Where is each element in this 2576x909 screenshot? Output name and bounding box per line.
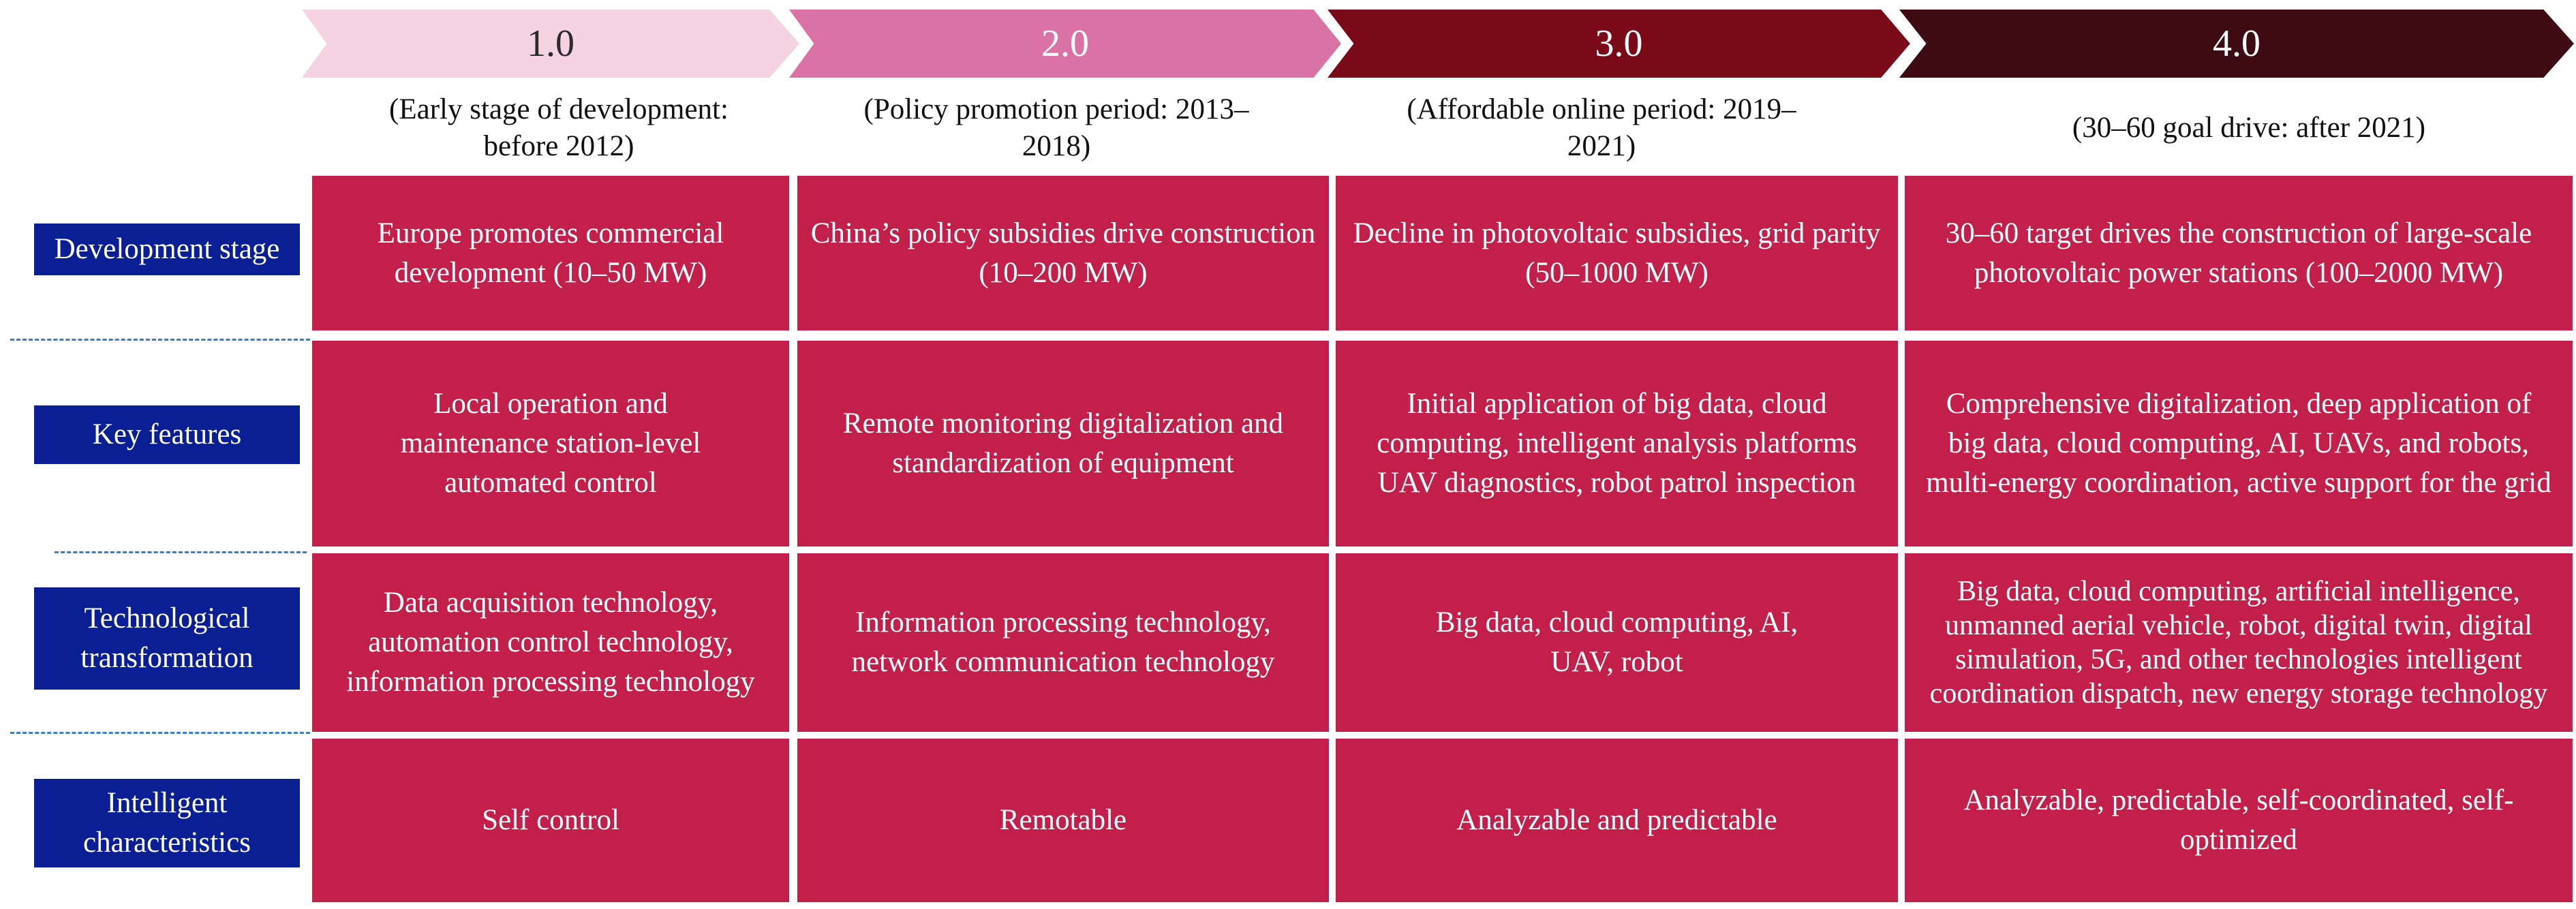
cell-development-stage-1: Europe promotes commercial development (… (312, 176, 789, 330)
row-divider (10, 732, 310, 734)
cell-tech-transformation-1: Data acquisition technology, automation … (312, 553, 789, 732)
cell-tech-transformation-2: Information processing technology, netwo… (797, 553, 1329, 732)
cell-intelligent-characteristics-1: Self control (312, 739, 789, 902)
row-label-intelligent-characteristics: Intelligent characteristics (34, 779, 300, 867)
cell-development-stage-4: 30–60 target drives the construction of … (1905, 176, 2573, 330)
stage-version: 3.0 (1595, 22, 1643, 65)
cell-tech-transformation-4: Big data, cloud computing, artificial in… (1905, 553, 2573, 732)
stage-version: 1.0 (527, 22, 574, 65)
cell-key-features-3: Initial application of big data, cloud c… (1336, 341, 1898, 546)
cell-tech-transformation-3: Big data, cloud computing, AI, UAV, robo… (1336, 553, 1898, 732)
cell-intelligent-characteristics-2: Remotable (797, 739, 1329, 902)
stage-arrow-2: 2.0 (789, 10, 1341, 78)
cell-key-features-4: Comprehensive digitalization, deep appli… (1905, 341, 2573, 546)
stage-period: (Policy promotion period: 2013–2018) (863, 93, 1249, 162)
cell-development-stage-3: Decline in photovoltaic subsidies, grid … (1336, 176, 1898, 330)
row-divider (10, 339, 310, 341)
stage-arrow-3: 3.0 (1328, 10, 1910, 78)
stage-period: (Affordable online period: 2019–2021) (1407, 93, 1796, 162)
row-label-technological-transformation: Technological transformation (34, 587, 300, 690)
row-divider (55, 551, 307, 553)
stage-version: 4.0 (2213, 22, 2260, 65)
row-label-development-stage: Development stage (34, 224, 300, 275)
cell-key-features-1: Local operation and maintenance station-… (312, 341, 789, 546)
stage-arrow-1: 1.0 (302, 10, 799, 78)
cell-intelligent-characteristics-3: Analyzable and predictable (1336, 739, 1898, 902)
stage-arrow-4: 4.0 (1899, 10, 2574, 78)
cell-development-stage-2: China’s policy subsidies drive construct… (797, 176, 1329, 330)
stage-version: 2.0 (1041, 22, 1089, 65)
cell-key-features-2: Remote monitoring digitalization and sta… (797, 341, 1329, 546)
row-label-key-features: Key features (34, 405, 300, 464)
stage-period: (Early stage of development: before 2012… (389, 93, 729, 162)
stage-period: (30–60 goal drive: after 2021) (2072, 112, 2426, 144)
cell-intelligent-characteristics-4: Analyzable, predictable, self-coordinate… (1905, 739, 2573, 902)
